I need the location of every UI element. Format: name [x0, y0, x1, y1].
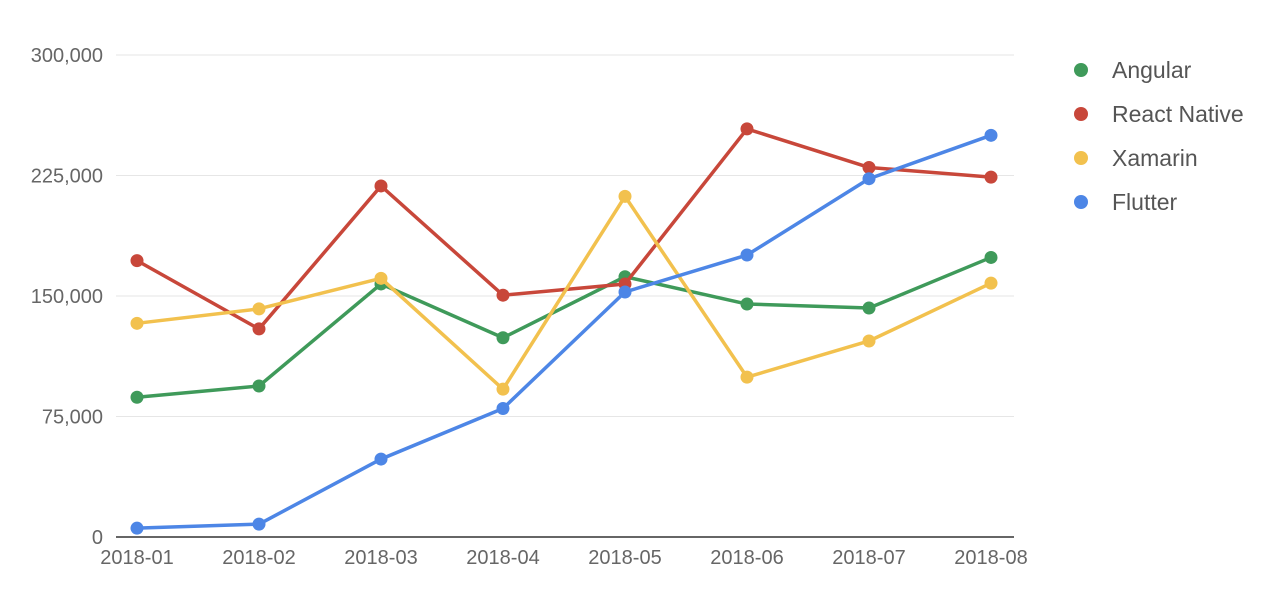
data-point	[130, 521, 144, 535]
legend-label: Flutter	[1112, 189, 1178, 215]
y-tick-label: 0	[92, 527, 103, 549]
data-point	[984, 170, 998, 184]
x-tick-label: 2018-05	[588, 547, 661, 569]
data-point	[496, 331, 510, 345]
series-xamarin	[130, 189, 998, 396]
data-point	[374, 271, 388, 285]
series-line	[136, 127, 992, 331]
x-tick-label: 2018-07	[832, 547, 905, 569]
series-group	[130, 122, 998, 535]
data-point	[862, 172, 876, 186]
series-line	[136, 194, 992, 391]
legend-marker	[1074, 151, 1088, 165]
data-point	[862, 334, 876, 348]
data-point	[496, 382, 510, 396]
legend-label: Xamarin	[1112, 145, 1198, 171]
data-point	[496, 401, 510, 415]
series-flutter	[130, 128, 998, 535]
y-tick-label: 225,000	[31, 166, 103, 188]
data-point	[740, 297, 754, 311]
legend-marker	[1074, 107, 1088, 121]
data-point	[252, 517, 266, 531]
data-point	[740, 370, 754, 384]
data-point	[496, 288, 510, 302]
x-tick-label: 2018-02	[222, 547, 295, 569]
legend-item: Flutter	[1074, 189, 1178, 215]
data-point	[984, 128, 998, 142]
x-tick-label: 2018-06	[710, 547, 783, 569]
series-line	[136, 255, 992, 399]
legend-marker	[1074, 63, 1088, 77]
gridlines	[116, 54, 1014, 417]
y-axis-ticks: 0 75,000 150,000 225,000 300,000	[31, 45, 103, 549]
data-point	[618, 189, 632, 203]
data-point	[862, 160, 876, 174]
legend: Angular React Native Xamarin Flutter	[1074, 57, 1244, 215]
data-point	[862, 301, 876, 315]
x-tick-label: 2018-01	[100, 547, 173, 569]
y-tick-label: 300,000	[31, 45, 103, 67]
data-point	[130, 254, 144, 268]
x-tick-label: 2018-08	[954, 547, 1027, 569]
x-tick-label: 2018-03	[344, 547, 417, 569]
data-point	[374, 452, 388, 466]
legend-label: React Native	[1112, 101, 1244, 127]
legend-item: React Native	[1074, 101, 1244, 127]
data-point	[984, 276, 998, 290]
legend-marker	[1074, 195, 1088, 209]
legend-label: Angular	[1112, 57, 1192, 83]
x-axis-ticks: 2018-01 2018-02 2018-03 2018-04 2018-05 2018-…	[100, 547, 1027, 569]
data-point	[740, 122, 754, 136]
data-point	[252, 322, 266, 336]
data-point	[618, 285, 632, 299]
legend-item: Angular	[1074, 57, 1192, 83]
y-tick-label: 150,000	[31, 286, 103, 308]
x-tick-label: 2018-04	[466, 547, 539, 569]
y-tick-label: 75,000	[42, 407, 103, 429]
data-point	[130, 316, 144, 330]
data-point	[740, 248, 754, 262]
data-point	[252, 379, 266, 393]
series-line	[136, 133, 992, 530]
data-point	[252, 302, 266, 316]
data-point	[374, 179, 388, 193]
data-point	[984, 250, 998, 264]
legend-item: Xamarin	[1074, 145, 1198, 171]
data-point	[130, 390, 144, 404]
